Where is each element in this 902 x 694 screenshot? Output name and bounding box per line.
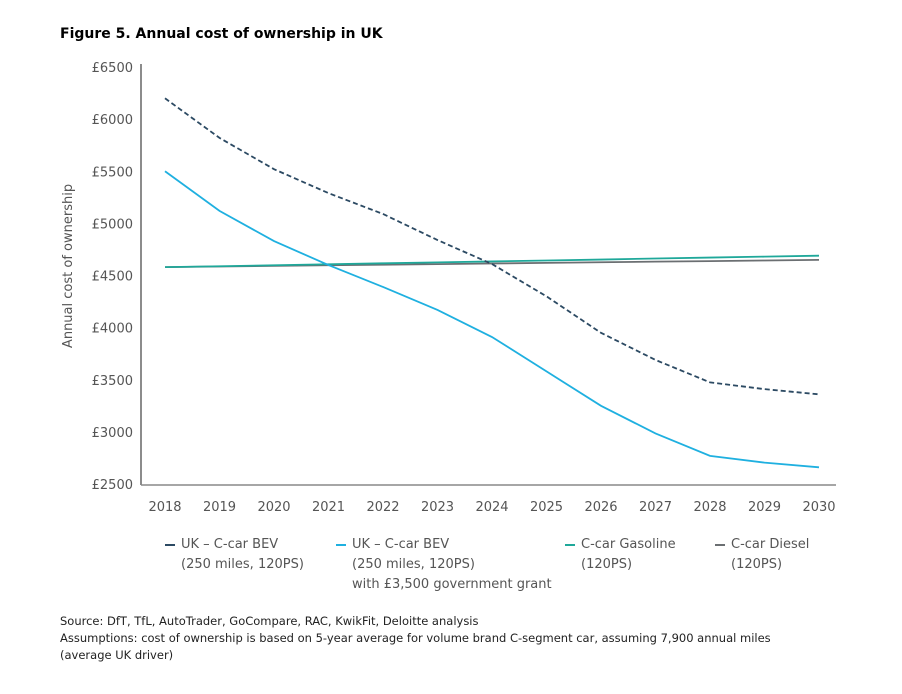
assumptions-note: Assumptions: cost of ownership is based … (60, 631, 771, 645)
assumptions-note-cont: (average UK driver) (60, 648, 174, 662)
legend-label: C-car Gasoline (565, 535, 676, 555)
y-tick-label: £3500 (92, 374, 133, 389)
legend-label-cont: with £3,500 government grant (336, 575, 552, 595)
series-line (164, 170, 820, 469)
legend-text: C-car Gasoline (581, 537, 676, 552)
legend-text: (120PS) (581, 557, 633, 572)
legend-text: (120PS) (731, 557, 783, 572)
y-tick-label: £6500 (92, 61, 133, 76)
x-tick-label: 2026 (584, 500, 617, 515)
legend-item: C-car Gasoline (120PS) (565, 535, 676, 575)
x-tick-label: 2019 (203, 500, 236, 515)
x-tick-label: 2029 (748, 500, 781, 515)
y-tick-label: £4500 (92, 270, 133, 285)
legend-swatch (336, 543, 346, 546)
legend-text: (250 miles, 120PS) (352, 557, 475, 572)
x-tick-label: 2030 (802, 500, 835, 515)
legend-item: UK – C-car BEV (250 miles, 120PS) with £3,… (336, 535, 552, 595)
series-line (164, 97, 820, 396)
y-tick-label: £4000 (92, 322, 133, 337)
x-tick-label: 2027 (639, 500, 672, 515)
series-line (164, 254, 820, 269)
x-tick-label: 2024 (475, 500, 508, 515)
legend-label-cont: (250 miles, 120PS) (336, 555, 552, 575)
legend-text: C-car Diesel (731, 537, 810, 552)
legend-label: UK – C-car BEV (336, 535, 552, 555)
y-tick-label: £5000 (92, 217, 133, 232)
x-tick-label: 2022 (366, 500, 399, 515)
legend-label-cont: (250 miles, 120PS) (165, 555, 304, 575)
legend-label-cont: (120PS) (565, 555, 676, 575)
legend-label: UK – C-car BEV (165, 535, 304, 555)
notes: Source: DfT, TfL, AutoTrader, GoCompare,… (60, 613, 771, 664)
legend-item: UK – C-car BEV (250 miles, 120PS) (165, 535, 304, 575)
legend-swatch (715, 543, 725, 546)
x-tick-label: 2028 (693, 500, 726, 515)
x-tick-label: 2020 (257, 500, 290, 515)
y-tick-label: £2500 (92, 478, 133, 493)
legend-text: UK – C-car BEV (352, 537, 450, 552)
chart-title: Figure 5. Annual cost of ownership in UK (60, 26, 383, 42)
x-tick-label: 2023 (421, 500, 454, 515)
legend-swatch (165, 543, 175, 546)
legend-label-cont: (120PS) (715, 555, 809, 575)
legend-text: (250 miles, 120PS) (181, 557, 304, 572)
legend-swatch (565, 543, 575, 546)
x-tick-label: 2025 (530, 500, 563, 515)
legend-label: C-car Diesel (715, 535, 809, 555)
x-tick-label: 2021 (312, 500, 345, 515)
legend-text: with £3,500 government grant (352, 577, 552, 592)
y-tick-label: £3000 (92, 426, 133, 441)
y-tick-label: £6000 (92, 113, 133, 128)
legend-text: UK – C-car BEV (181, 537, 279, 552)
x-tick-label: 2018 (148, 500, 181, 515)
y-axis-label: Annual cost of ownership (61, 184, 76, 348)
legend-item: C-car Diesel (120PS) (715, 535, 809, 575)
y-tick-label: £5500 (92, 165, 133, 180)
source-note: Source: DfT, TfL, AutoTrader, GoCompare,… (60, 614, 479, 628)
